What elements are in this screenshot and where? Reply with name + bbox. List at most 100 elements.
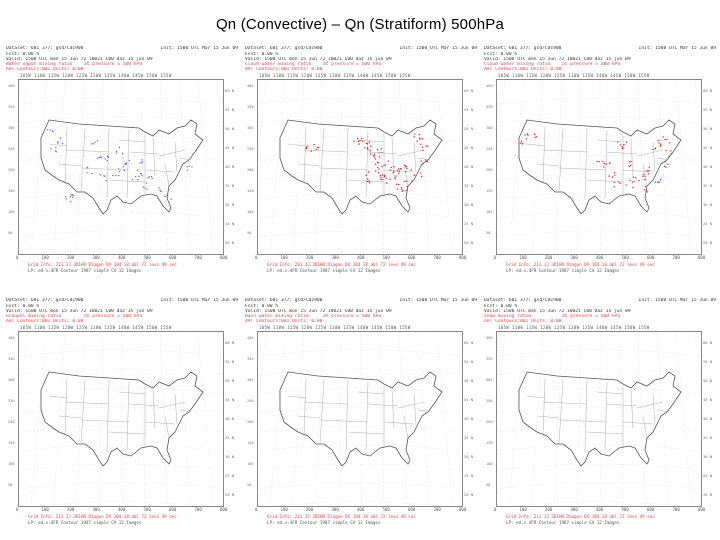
hydrometeor-point xyxy=(598,160,601,163)
hydrometeor-point xyxy=(374,163,377,165)
lat-label: 60 N xyxy=(464,340,474,345)
hydrometeor-point xyxy=(652,148,654,151)
hydrometeor-point xyxy=(139,162,141,164)
latitude-line xyxy=(497,406,701,414)
state-border xyxy=(365,381,369,451)
hydrometeor-point xyxy=(369,153,372,155)
longitude-line xyxy=(577,332,582,506)
y-tick-label: 200 xyxy=(247,168,254,172)
fcst-label: Fcst: 0.00 h xyxy=(245,52,279,57)
hydrometeor-point xyxy=(146,188,148,191)
footer-lp: LP: ed.v.4FR Contour 1987 simple CA 12 I… xyxy=(267,268,381,273)
state-border xyxy=(397,149,425,157)
latitude-line xyxy=(19,211,223,219)
latitude-line xyxy=(497,230,701,238)
hydrometeor-point xyxy=(642,173,645,176)
y-tick-label: 300 xyxy=(247,126,254,130)
state-border xyxy=(48,143,68,147)
y-tick-label: 50 xyxy=(486,231,491,235)
hydrometeor-point xyxy=(608,175,610,177)
hydrometeor-point xyxy=(112,174,114,177)
dataset-label: Dataset: 601 377: gsd/Cdc900 xyxy=(6,46,84,51)
valid-label: Valid: 1500 UTC mon 15 Jun 72 10021 C00 … xyxy=(245,57,392,62)
longitude-line xyxy=(269,332,286,506)
longitude-line xyxy=(30,332,47,506)
lat-label: 20 N xyxy=(703,492,713,497)
longitude-line xyxy=(53,332,66,506)
state-border xyxy=(630,389,634,429)
hydrometeor-point xyxy=(368,182,371,184)
state-border xyxy=(152,389,156,429)
hydrometeor-point xyxy=(642,175,644,177)
hydrometeor-point xyxy=(621,147,624,150)
valid-label: Valid: 1500 UTC mon 15 Jun 72 10021 C00 … xyxy=(245,309,392,314)
lat-label: 40 N xyxy=(464,416,474,421)
units-label: AAT Contours:001 Units: 0.00 xyxy=(245,319,323,324)
map-svg xyxy=(19,80,223,254)
lat-label: 50 N xyxy=(703,378,713,383)
hydrometeor-point xyxy=(426,145,429,147)
longitude-line xyxy=(436,80,453,254)
hydrometeor-point xyxy=(617,141,619,143)
longitude-line xyxy=(694,332,701,389)
hydrometeor-point xyxy=(665,149,667,152)
state-border xyxy=(542,149,588,153)
x-tick-label: 800 xyxy=(459,507,467,512)
state-border xyxy=(303,401,349,405)
fcst-label: Fcst: 0.00 h xyxy=(6,52,40,57)
longitude-line xyxy=(497,80,506,156)
hydrometeor-point xyxy=(392,172,394,174)
hydrometeor-point xyxy=(625,184,627,186)
x-tick-label: 700 xyxy=(194,255,202,260)
hydrometeor-point xyxy=(396,170,399,172)
latitude-line xyxy=(497,135,701,143)
hydrometeor-point xyxy=(667,163,669,165)
hydrometeor-point xyxy=(420,160,422,162)
hydrometeor-point xyxy=(401,188,403,190)
longitude-line xyxy=(19,332,28,408)
init-label: Init: 1500 UTC Mar 15 Jun 09 xyxy=(638,46,716,51)
state-border xyxy=(319,127,325,193)
hydrometeor-point xyxy=(645,190,648,192)
hydrometeor-point xyxy=(416,140,418,142)
state-border xyxy=(584,379,588,453)
hydrometeor-point xyxy=(166,194,169,197)
y-tick-label: 200 xyxy=(486,168,493,172)
state-border xyxy=(347,431,385,435)
x-tick-label: 0 xyxy=(255,507,258,512)
state-border xyxy=(636,149,664,157)
longitude-line xyxy=(140,332,146,506)
y-tick-label: 250 xyxy=(247,399,254,403)
hydrometeor-point xyxy=(118,146,121,149)
hydrometeor-point xyxy=(393,170,395,173)
footer-grid-info: Grid Info: 211 JJ 3D1HR Dlagon DX 104 18… xyxy=(267,514,416,519)
hydrometeor-point xyxy=(422,149,424,152)
lat-label: 45 N xyxy=(703,145,713,150)
hydrometeor-point xyxy=(140,162,143,164)
hydrometeor-point xyxy=(605,163,607,165)
longitude-line xyxy=(338,80,343,254)
hydrometeor-point xyxy=(105,179,107,182)
longitude-line xyxy=(554,80,563,254)
hydrometeor-point xyxy=(393,166,395,168)
hydrometeor-point xyxy=(520,140,523,142)
latitude-line xyxy=(19,406,223,414)
hydrometeor-point xyxy=(662,136,664,138)
hydrometeor-point xyxy=(57,142,59,144)
latitude-line xyxy=(258,406,462,414)
hydrometeor-point xyxy=(96,157,99,160)
lat-label: 35 N xyxy=(464,435,474,440)
hydrometeor-point xyxy=(140,172,142,175)
footer-grid-info: Grid Info: 211 JJ 3D1HR Dlagon DX 104 18… xyxy=(28,514,177,519)
hydrometeor-point xyxy=(625,141,628,143)
hydrometeor-point xyxy=(414,133,416,135)
lat-label: 35 N xyxy=(703,183,713,188)
fcst-label: Fcst: 0.00 h xyxy=(6,304,40,309)
latitude-line xyxy=(19,425,223,433)
map-panel: Dataset: 601 377: gsd/Cdc900 Init: 1500 U… xyxy=(245,44,481,282)
lon-labels: 105W 110W 115W 120W 125W 130W 135W 140W … xyxy=(20,73,172,78)
y-tick-label: 100 xyxy=(486,210,493,214)
longitude-line xyxy=(675,332,692,506)
y-tick-label: 300 xyxy=(486,126,493,130)
lat-label: 30 N xyxy=(703,454,713,459)
